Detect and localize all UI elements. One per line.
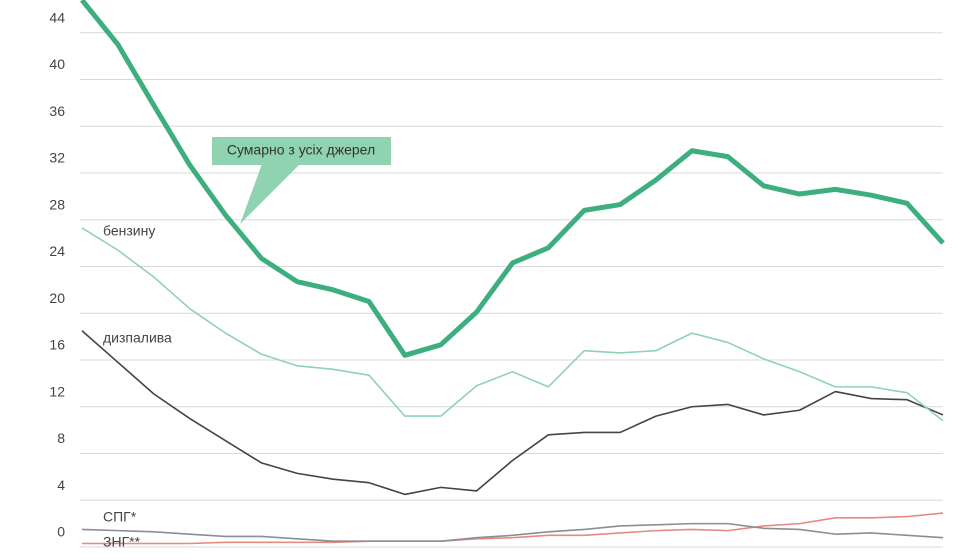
- y-tick-label: 8: [57, 430, 65, 446]
- series-line: [82, 512, 944, 545]
- callout-pointer: [240, 164, 300, 224]
- series-label: дизпалива: [103, 330, 172, 346]
- series-line: [81, 522, 944, 542]
- series-label: Сумарно з усіх джерел: [227, 142, 375, 158]
- y-tick-label: 32: [49, 150, 65, 166]
- series-line: [81, 330, 944, 496]
- y-tick-label: 16: [49, 337, 65, 353]
- y-tick-label: 40: [49, 56, 65, 72]
- callout-box: [212, 137, 391, 165]
- series-label: ЗНГ**: [103, 534, 141, 550]
- y-tick-label: 24: [49, 243, 65, 259]
- y-tick-label: 0: [57, 524, 65, 540]
- y-tick-label: 28: [49, 196, 65, 212]
- y-tick-label: 12: [49, 383, 65, 399]
- series-line: [81, 227, 944, 422]
- series-label: бензину: [103, 223, 155, 239]
- y-tick-label: 4: [57, 477, 65, 493]
- series-line: [80, 0, 945, 358]
- y-tick-label: 36: [49, 103, 65, 119]
- y-tick-label: 44: [49, 9, 65, 25]
- y-tick-label: 20: [49, 290, 65, 306]
- series-label: СПГ*: [103, 509, 137, 525]
